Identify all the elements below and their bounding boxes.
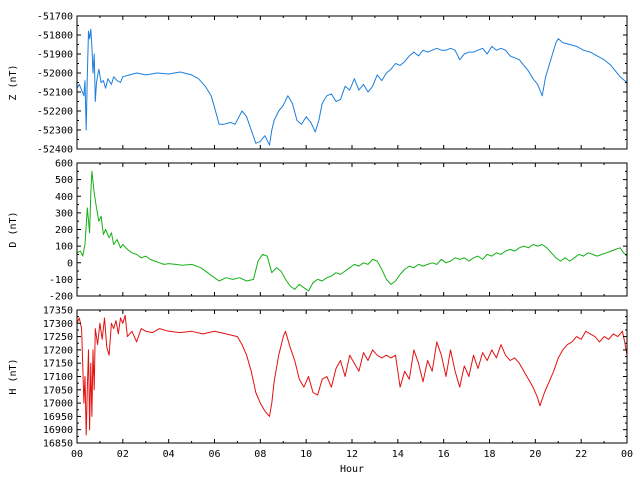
plot-frame-3	[76, 309, 628, 444]
x-tick-label: 14	[392, 449, 404, 460]
y-axis-label-3: H (nT)	[8, 358, 19, 394]
series-line-3	[76, 314, 628, 436]
y-tick-label-3: 17300	[43, 319, 73, 330]
x-axis-label: Hour	[340, 464, 364, 475]
x-tick-label: 22	[575, 449, 587, 460]
y-tick-label-3: 17250	[43, 332, 73, 343]
y-tick-label-1: -51800	[37, 31, 73, 42]
y-tick-label-2: 200	[55, 225, 73, 236]
series-line-1	[76, 28, 628, 146]
x-tick-label: 10	[300, 449, 312, 460]
y-tick-label-3: 16950	[43, 412, 73, 423]
y-tick-label-1: -52400	[37, 145, 73, 156]
y-tick-label-2: 600	[55, 159, 73, 170]
y-tick-label-1: -52100	[37, 88, 73, 99]
y-tick-label-2: 100	[55, 242, 73, 253]
x-tick-label: 02	[117, 449, 129, 460]
y-tick-label-3: 16900	[43, 425, 73, 436]
y-tick-label-2: 500	[55, 175, 73, 186]
x-tick-label: 04	[163, 449, 175, 460]
y-tick-label-1: -52200	[37, 107, 73, 118]
y-axis-label-2: D (nT)	[8, 211, 19, 247]
y-tick-label-1: -51900	[37, 50, 73, 61]
y-tick-label-2: -200	[49, 292, 73, 303]
y-tick-label-2: 0	[67, 258, 73, 269]
y-tick-label-1: -51700	[37, 12, 73, 23]
y-tick-label-2: 400	[55, 192, 73, 203]
series-line-2	[76, 170, 628, 292]
y-axis-label-1: Z (nT)	[8, 64, 19, 100]
y-tick-label-3: 17050	[43, 385, 73, 396]
x-tick-label: 00	[621, 449, 633, 460]
x-tick-label: 16	[438, 449, 450, 460]
x-tick-label: 08	[254, 449, 266, 460]
y-tick-label-3: 16850	[43, 439, 73, 450]
x-tick-label: 20	[529, 449, 541, 460]
y-tick-label-3: 17000	[43, 399, 73, 410]
y-tick-label-1: -52300	[37, 126, 73, 137]
y-tick-label-1: -52000	[37, 69, 73, 80]
x-tick-label: 06	[208, 449, 220, 460]
y-tick-label-3: 17150	[43, 359, 73, 370]
y-tick-label-2: 300	[55, 208, 73, 219]
plot-frame-2	[76, 162, 628, 297]
x-tick-label: 18	[483, 449, 495, 460]
x-tick-label: 12	[346, 449, 358, 460]
x-tick-label: 00	[71, 449, 83, 460]
y-tick-label-3: 17350	[43, 306, 73, 317]
y-tick-label-3: 17200	[43, 345, 73, 356]
y-tick-label-3: 17100	[43, 372, 73, 383]
y-tick-label-2: -100	[49, 275, 73, 286]
